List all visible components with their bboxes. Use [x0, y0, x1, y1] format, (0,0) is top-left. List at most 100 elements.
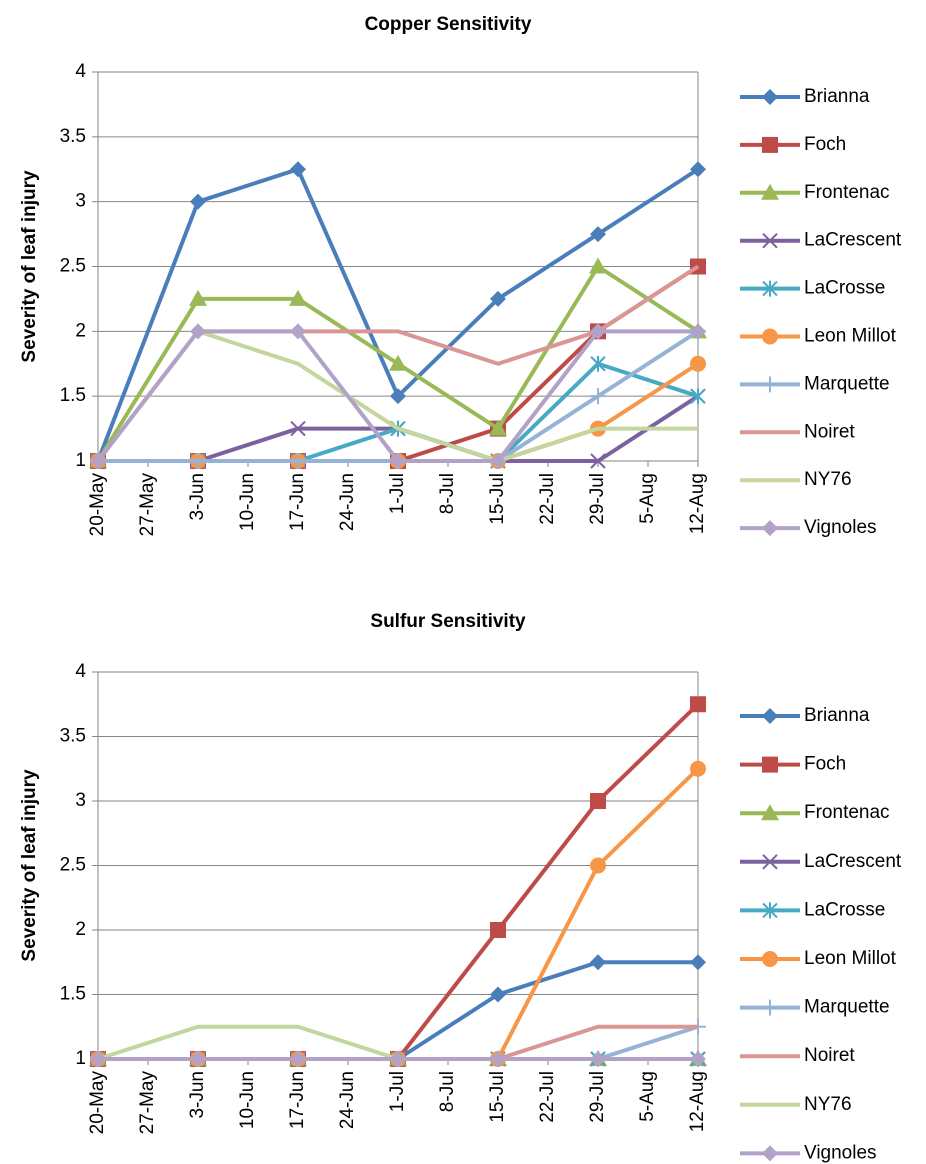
marker	[762, 1145, 778, 1162]
marker	[762, 854, 778, 870]
y-axis-label: Severity of leaf injury	[19, 170, 40, 363]
x-tick-label: 1-Jul	[387, 473, 408, 514]
marker	[761, 183, 779, 200]
marker	[762, 951, 778, 967]
marker	[762, 232, 778, 249]
marker	[490, 290, 506, 307]
x-tick-label: 22-Jul	[537, 1071, 558, 1123]
legend-label: Vignoles	[804, 1142, 877, 1163]
marker	[762, 328, 778, 345]
legend-label: Foch	[804, 754, 846, 775]
marker	[590, 954, 606, 971]
marker	[690, 388, 706, 405]
marker	[690, 161, 706, 178]
legend-label: LaCrosse	[804, 278, 885, 299]
legend-label: NY76	[804, 1094, 852, 1115]
y-tick-label: 2	[75, 919, 86, 940]
y-tick-label: 2.5	[60, 855, 86, 876]
marker	[390, 1051, 406, 1067]
series-line	[98, 767, 700, 1061]
legend-label: LaCrescent	[804, 851, 902, 872]
y-tick-label: 3.5	[60, 726, 86, 747]
marker	[190, 1051, 206, 1067]
legend-label: Brianna	[804, 86, 870, 107]
marker	[489, 419, 507, 436]
marker	[290, 1051, 306, 1067]
marker	[90, 1051, 106, 1067]
x-tick-label: 15-Jul	[487, 1071, 508, 1123]
legend-label: Vignoles	[804, 517, 877, 538]
x-tick-label: 24-Jun	[337, 473, 358, 531]
marker	[690, 696, 706, 713]
y-axis-label: Severity of leaf injury	[19, 769, 40, 962]
marker	[290, 161, 306, 178]
legend-label: Noiret	[804, 421, 855, 442]
legend-label: Frontenac	[804, 182, 890, 203]
x-tick-label: 17-Jun	[287, 1071, 308, 1129]
legend-label: NY76	[804, 469, 852, 490]
series-line	[98, 702, 700, 1061]
marker	[189, 289, 207, 306]
legend-label: Frontenac	[804, 802, 890, 823]
marker	[190, 323, 206, 340]
x-tick-label: 20-May	[87, 1071, 108, 1135]
y-tick-label: 4	[75, 61, 86, 82]
marker	[690, 323, 706, 340]
marker	[761, 804, 779, 821]
marker	[762, 756, 778, 773]
x-tick-label: 29-Jul	[587, 473, 608, 525]
marker	[590, 1051, 606, 1067]
legend-label: Brianna	[804, 705, 870, 726]
marker	[589, 257, 607, 274]
marker	[690, 954, 706, 971]
x-tick-label: 12-Aug	[687, 473, 708, 534]
y-tick-label: 3	[75, 191, 86, 212]
series-line	[98, 362, 700, 463]
x-tick-label: 12-Aug	[687, 1071, 708, 1132]
y-tick-label: 1.5	[60, 385, 86, 406]
legend-label: Foch	[804, 134, 846, 155]
legend-label: Noiret	[804, 1045, 855, 1066]
marker	[90, 453, 106, 469]
series-line	[98, 361, 699, 463]
y-tick-label: 3.5	[60, 126, 86, 147]
marker	[590, 355, 606, 372]
legend-label: LaCrescent	[804, 230, 902, 251]
legend-label: Leon Millot	[804, 326, 897, 347]
marker	[762, 708, 778, 724]
y-tick-label: 2.5	[60, 256, 86, 277]
x-tick-label: 17-Jun	[287, 473, 308, 531]
marker	[762, 376, 778, 393]
legend-label: Leon Millot	[804, 948, 897, 969]
marker	[289, 289, 307, 306]
legend-label: Marquette	[804, 997, 890, 1018]
marker	[290, 453, 306, 469]
x-tick-label: 15-Jul	[487, 473, 508, 525]
x-tick-label: 27-May	[137, 473, 158, 537]
marker	[590, 857, 606, 874]
legend-label: LaCrosse	[804, 899, 885, 920]
marker	[390, 453, 406, 469]
marker	[389, 354, 407, 371]
x-tick-label: 24-Jun	[337, 1071, 358, 1129]
y-tick-label: 1	[75, 1048, 86, 1069]
legend-label: Marquette	[804, 373, 890, 394]
x-tick-label: 29-Jul	[587, 1071, 608, 1123]
chart-title: Sulfur Sensitivity	[370, 611, 526, 632]
marker	[590, 388, 606, 405]
y-tick-label: 1.5	[60, 984, 86, 1005]
marker	[762, 999, 778, 1016]
series-line	[98, 960, 698, 1061]
x-tick-label: 8-Jul	[437, 473, 458, 514]
y-tick-label: 1	[75, 450, 86, 471]
x-tick-label: 27-May	[137, 1071, 158, 1135]
marker	[490, 453, 506, 469]
marker	[590, 453, 606, 469]
x-tick-label: 8-Jul	[437, 1071, 458, 1112]
marker	[762, 89, 778, 105]
marker	[762, 902, 778, 919]
x-tick-label: 3-Jun	[187, 1071, 208, 1119]
x-tick-label: 20-May	[87, 473, 108, 537]
y-tick-label: 2	[75, 320, 86, 341]
